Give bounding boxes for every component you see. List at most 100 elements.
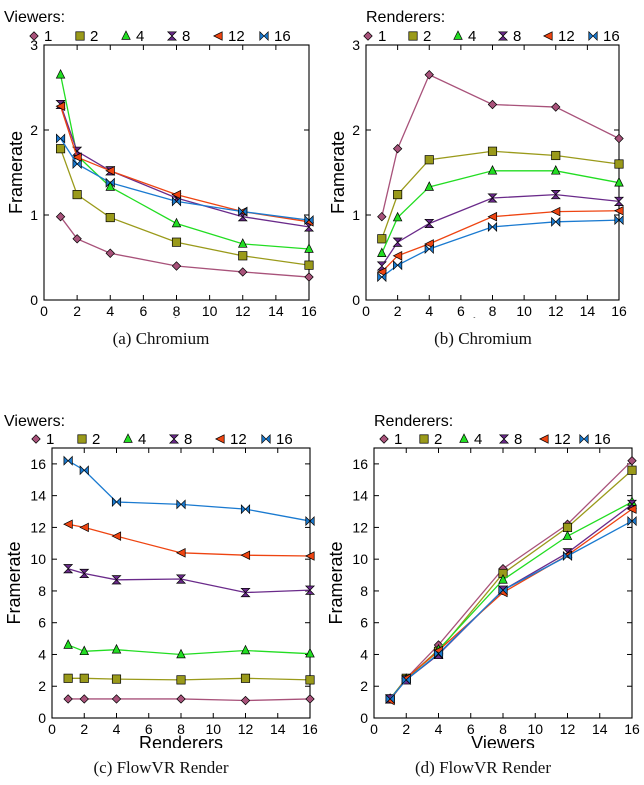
legend-label-4: 4 (474, 431, 482, 448)
data-point-4 (377, 247, 387, 257)
legend-title: Renderers: (366, 9, 445, 26)
series-line-4 (67, 644, 311, 656)
legend-item-1: 1 (379, 431, 402, 448)
legend-label-1: 1 (46, 431, 54, 448)
y-tick-label: 6 (360, 615, 368, 631)
data-point-2 (562, 522, 573, 532)
x-tick-label: 16 (302, 721, 318, 737)
y-tick-label: 6 (38, 615, 46, 631)
data-point-16 (105, 177, 115, 188)
data-point-1 (79, 694, 89, 704)
data-point-12 (79, 522, 89, 533)
data-point-2 (304, 260, 314, 270)
x-axis-label: Renderers (134, 315, 218, 318)
y-tick-label: 10 (30, 551, 46, 567)
legend-label-8: 8 (513, 28, 521, 45)
y-tick-label: 1 (352, 207, 360, 223)
data-point-8 (79, 568, 90, 579)
series-line-2 (59, 148, 310, 266)
data-point-16 (433, 648, 444, 659)
legend-marker-8 (498, 434, 510, 444)
x-tick-label: 2 (80, 721, 88, 737)
series-line-2 (68, 677, 311, 681)
x-tick-label: 0 (362, 303, 370, 318)
data-point-4 (305, 647, 315, 658)
data-point-2 (487, 146, 498, 156)
legend-label-8: 8 (182, 28, 190, 45)
legend-item-16: 16 (261, 431, 293, 448)
data-point-16 (562, 550, 573, 562)
data-point-2 (240, 673, 251, 683)
x-tick-label: 8 (173, 303, 181, 318)
y-tick-label: 2 (30, 122, 38, 138)
legend-label-16: 16 (276, 431, 293, 448)
legend-marker-1 (31, 434, 41, 444)
x-axis-label: Renderers (139, 733, 223, 748)
legend-item-16: 16 (579, 431, 611, 448)
chart-d: Renderers:1 2 4 8 12 160 2 4 6 8 10 12 14 16024681012… (326, 413, 640, 748)
y-tick-label: 0 (360, 710, 368, 726)
data-point-16 (304, 215, 314, 226)
data-point-12 (487, 211, 498, 222)
legend-item-1: 1 (29, 28, 52, 45)
data-point-2 (56, 144, 66, 154)
legend-label-4: 4 (136, 28, 144, 45)
series-16 (377, 215, 624, 283)
data-point-4 (498, 574, 508, 584)
data-point-8 (63, 564, 74, 574)
x-tick-label: 0 (40, 303, 48, 318)
x-tick-label: 16 (611, 303, 627, 318)
data-point-16 (176, 499, 186, 510)
data-point-16 (238, 206, 248, 217)
series-8 (376, 190, 625, 271)
data-point-1 (111, 694, 122, 704)
series-16 (56, 133, 314, 226)
series-line-4 (59, 74, 310, 250)
data-point-16 (498, 585, 508, 596)
legend-marker-12 (543, 31, 553, 41)
y-tick-label: 1 (30, 207, 38, 223)
data-point-4 (63, 639, 73, 649)
y-tick-label: 8 (38, 583, 46, 599)
data-point-2 (551, 150, 561, 161)
data-point-16 (551, 216, 561, 227)
legend-item-16: 16 (588, 28, 620, 45)
data-point-16 (614, 215, 624, 226)
data-point-2 (105, 213, 115, 223)
data-point-16 (72, 158, 82, 170)
legend-item-4: 4 (123, 431, 146, 448)
data-point-4 (562, 530, 573, 540)
y-tick-label: 2 (352, 122, 360, 138)
y-tick-label: 0 (38, 710, 46, 726)
legend-marker-2 (77, 434, 87, 444)
data-point-4 (487, 165, 498, 175)
data-point-12 (550, 206, 561, 217)
series-line-8 (389, 503, 633, 700)
series-line-16 (389, 520, 633, 700)
legend-marker-8 (497, 31, 509, 41)
x-tick-label: 12 (238, 721, 254, 737)
data-point-8 (111, 575, 122, 585)
series-12 (63, 519, 315, 561)
y-tick-label: 3 (352, 37, 360, 53)
data-point-12 (627, 504, 637, 514)
x-tick-label: 8 (489, 303, 497, 318)
legend-label-2: 2 (423, 28, 431, 45)
x-tick-label: 14 (580, 303, 596, 318)
data-point-16 (171, 196, 182, 207)
data-point-12 (424, 239, 434, 249)
x-tick-label: 0 (48, 721, 56, 737)
y-axis-label: Framerate (328, 131, 348, 214)
legend-marker-16 (579, 433, 589, 445)
legend-item-8: 8 (166, 28, 190, 45)
data-point-1 (487, 99, 498, 110)
x-axis-label: Viewers (461, 315, 525, 318)
data-point-4 (614, 176, 624, 187)
legend-label-8: 8 (184, 431, 192, 448)
legend-item-2: 2 (77, 431, 100, 448)
y-tick-label: 12 (30, 519, 46, 535)
series-line-12 (389, 508, 633, 701)
data-point-16 (377, 272, 387, 283)
data-point-16 (401, 674, 411, 685)
